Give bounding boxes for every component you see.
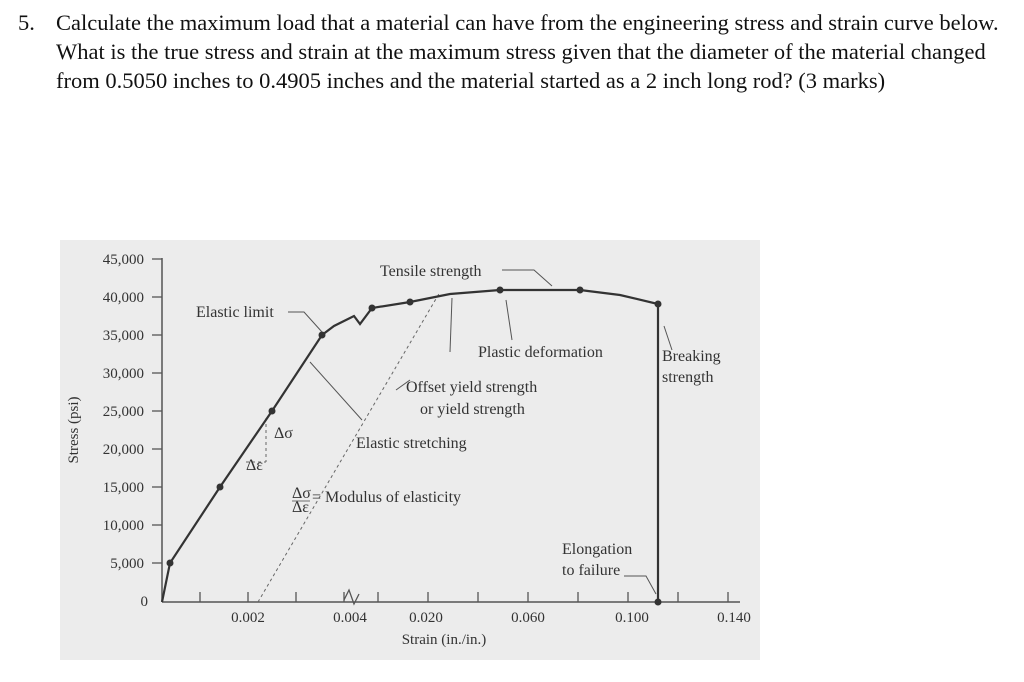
x-tick-marks	[199, 592, 729, 602]
data-point	[496, 286, 504, 294]
data-point	[268, 407, 276, 415]
chart-svg: 45,000 40,000 35,000 30,000 25,000 20,00…	[66, 252, 751, 648]
data-point	[216, 483, 224, 491]
question-text: Calculate the maximum load that a materi…	[56, 10, 999, 93]
y-tick-label: 0	[141, 594, 149, 610]
delta-epsilon-label: Δε	[246, 457, 263, 474]
data-point	[166, 559, 174, 567]
modulus-of-elasticity-label: = Modulus of elasticity	[312, 489, 461, 506]
data-point	[654, 300, 662, 308]
question-number: 5.	[18, 10, 35, 35]
data-point	[576, 286, 584, 294]
x-axis-label: Strain (in./in.)	[402, 632, 487, 648]
stress-strain-chart: 45,000 40,000 35,000 30,000 25,000 20,00…	[60, 240, 760, 660]
modulus-numerator: Δσ	[292, 485, 311, 502]
y-tick-label: 35,000	[103, 328, 144, 344]
x-tick-label: 0.060	[511, 610, 545, 626]
x-tick-label: 0.004	[333, 610, 367, 626]
stress-strain-curve	[160, 288, 660, 603]
breaking-strength-label-line1: Breaking	[662, 348, 721, 365]
y-tick-marks	[152, 258, 162, 564]
data-point	[654, 598, 662, 606]
plastic-deformation-label: Plastic deformation	[478, 344, 603, 361]
offset-yield-label-line2: or yield strength	[420, 401, 525, 418]
breaking-strength-label-line2: strength	[662, 369, 714, 386]
elastic-stretching-label: Elastic stretching	[356, 435, 467, 452]
x-tick-label: 0.020	[409, 610, 443, 626]
elastic-limit-label: Elastic limit	[196, 304, 274, 321]
y-tick-label: 10,000	[103, 518, 144, 534]
y-tick-label: 40,000	[103, 290, 144, 306]
y-tick-label: 30,000	[103, 366, 144, 382]
leader-lines	[288, 269, 673, 595]
y-tick-label: 25,000	[103, 404, 144, 420]
y-tick-label: 20,000	[103, 442, 144, 458]
data-point	[406, 298, 414, 306]
y-tick-label: 45,000	[103, 252, 144, 268]
y-tick-label: 5,000	[110, 556, 144, 572]
curve-markers	[166, 286, 662, 606]
x-tick-label: 0.140	[717, 610, 751, 626]
delta-sigma-label: Δσ	[274, 425, 293, 442]
data-point	[318, 331, 326, 339]
elongation-label-line2: to failure	[562, 562, 620, 579]
x-tick-label: 0.100	[615, 610, 649, 626]
y-tick-label: 15,000	[103, 480, 144, 496]
axis-break-marker	[343, 588, 360, 606]
y-axis-label: Stress (psi)	[66, 396, 82, 463]
elongation-label-line1: Elongation	[562, 541, 632, 558]
modulus-denominator: Δε	[292, 499, 309, 516]
offset-yield-label-line1: Offset yield strength	[406, 379, 537, 396]
data-point	[368, 304, 376, 312]
tensile-strength-label: Tensile strength	[380, 263, 482, 280]
x-tick-label: 0.002	[231, 610, 265, 626]
